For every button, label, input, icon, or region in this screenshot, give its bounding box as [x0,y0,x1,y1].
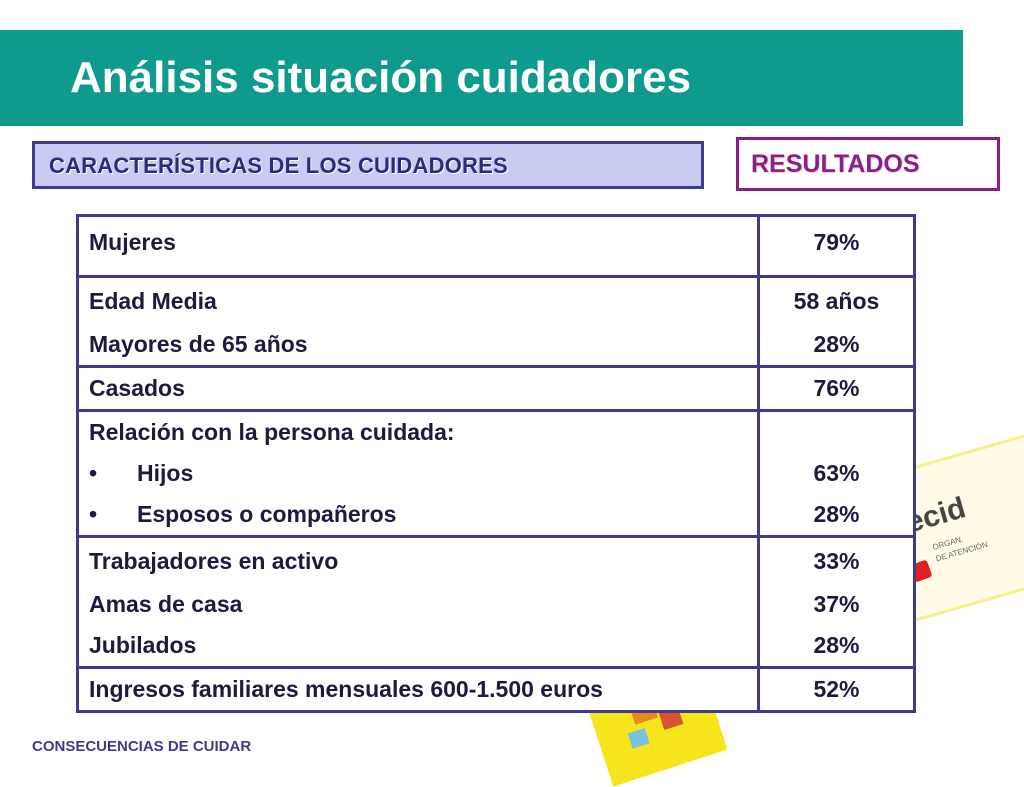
bullet-symbol: • [89,501,98,527]
label-cell: Relación con la persona cuidada: • Hijos … [76,409,760,538]
label-cell: Ingresos familiares mensuales 600-1.500 … [76,666,760,713]
table-row: Relación con la persona cuidada: • Hijos … [76,409,916,538]
row-value: 79% [813,229,860,255]
value-cell: 58 años 28% [757,275,916,368]
bullet-label: Hijos [137,460,194,486]
row-label: Amas de casa [89,591,243,617]
row-value: 76% [813,375,860,401]
row-label: Jubilados [89,632,197,658]
row-label: Relación con la persona cuidada: [89,419,455,445]
results-table: Mujeres 79% Edad Media Mayores de 65 año… [76,214,916,713]
row-value: 28% [813,632,860,658]
table-row: Casados 76% [76,365,916,412]
label-cell: Trabajadores en activo Amas de casa Jubi… [76,535,760,669]
row-value: 28% [813,501,860,527]
row-label: Ingresos familiares mensuales 600-1.500 … [89,676,603,702]
bullet-item: • Esposos o compañeros [89,494,757,535]
row-label: Edad Media [89,288,217,314]
title-bar [0,30,963,126]
label-cell: Edad Media Mayores de 65 años [76,275,760,368]
value-cell: 52% [757,666,916,713]
row-value: 37% [813,591,860,617]
label-cell: Mujeres [76,214,760,278]
section-label-box: CARACTERÍSTICAS DE LOS CUIDADORES [32,141,704,189]
row-value: 52% [813,676,860,702]
row-label: Trabajadores en activo [89,548,339,574]
footer-label: CONSECUENCIAS DE CUIDAR [32,738,252,755]
results-label-box: RESULTADOS [736,137,1000,191]
value-cell: 33% 37% 28% [757,535,916,669]
table-row: Trabajadores en activo Amas de casa Jubi… [76,535,916,669]
table-row: Edad Media Mayores de 65 años 58 años 28… [76,275,916,368]
value-cell: 76% [757,365,916,412]
row-value: 28% [813,331,860,357]
label-cell: Casados [76,365,760,412]
page-title: Análisis situación cuidadores [70,53,692,102]
table-row: Mujeres 79% [76,214,916,278]
table-row: Ingresos familiares mensuales 600-1.500 … [76,666,916,713]
row-label: Mujeres [89,229,176,255]
results-label: RESULTADOS [751,150,920,178]
row-label: Mayores de 65 años [89,331,308,357]
section-label: CARACTERÍSTICAS DE LOS CUIDADORES [49,153,508,178]
row-value: 58 años [793,288,880,314]
bullet-label: Esposos o compañeros [137,501,397,527]
row-value: 33% [813,548,860,574]
row-value: 63% [813,460,860,486]
row-label: Casados [89,375,185,401]
value-cell: 63% 28% [757,409,916,538]
value-cell: 79% [757,214,916,278]
bullet-symbol: • [89,460,98,486]
bullet-item: • Hijos [89,453,757,494]
